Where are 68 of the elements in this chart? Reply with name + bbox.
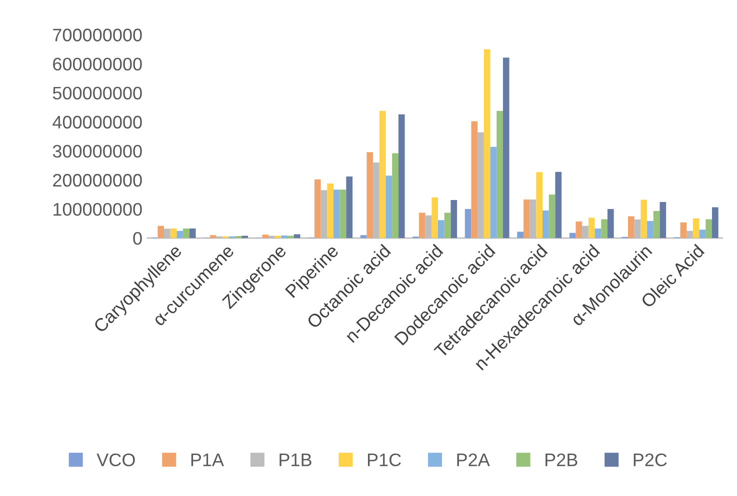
bar — [360, 235, 367, 238]
bar — [490, 146, 497, 238]
y-tick-label: 500000000 — [52, 86, 142, 100]
bar — [699, 230, 706, 238]
bar — [542, 210, 549, 238]
bar — [517, 232, 524, 238]
y-tick-label: 700000000 — [53, 28, 142, 42]
bar — [640, 200, 648, 238]
bar — [432, 197, 438, 238]
bar — [189, 228, 196, 238]
bar — [346, 176, 353, 238]
bar — [502, 58, 510, 238]
bar — [450, 200, 458, 238]
y-tick-label: 0 — [133, 232, 142, 245]
y-tick-label: 200000000 — [53, 174, 142, 187]
bar — [398, 114, 405, 238]
legend-label: P2A — [457, 453, 490, 466]
bar — [628, 216, 634, 238]
bar — [170, 228, 177, 238]
legend-label: P1C — [368, 453, 401, 466]
bar — [653, 211, 660, 238]
bar — [569, 232, 576, 238]
bar — [496, 110, 503, 238]
bar — [536, 172, 543, 238]
bar — [333, 190, 340, 238]
bar — [607, 209, 614, 238]
bar — [576, 222, 582, 238]
bar — [262, 234, 269, 238]
bar — [366, 152, 374, 238]
bar — [692, 218, 700, 238]
bar — [314, 179, 321, 238]
bar — [680, 222, 687, 238]
y-tick-label: 100000000 — [54, 202, 142, 216]
bar — [392, 153, 398, 238]
bar — [601, 219, 608, 238]
bar — [555, 172, 562, 238]
bar — [327, 183, 334, 238]
bar — [158, 226, 164, 238]
y-tick-label: 400000000 — [52, 116, 142, 129]
legend-label: P2B — [546, 453, 578, 466]
bar — [386, 176, 392, 238]
bar — [548, 194, 556, 238]
y-tick-label: 600000000 — [53, 58, 142, 70]
bar — [183, 228, 190, 238]
bar — [340, 190, 346, 238]
legend-label: P1A — [191, 454, 224, 466]
bar — [484, 49, 490, 238]
bar — [379, 110, 386, 238]
bar — [660, 202, 666, 238]
bar — [588, 218, 595, 238]
bar — [294, 234, 300, 238]
bar — [176, 230, 184, 238]
legend-label: P1B — [280, 454, 312, 466]
bar — [712, 207, 718, 238]
bar — [444, 212, 451, 238]
bar — [706, 219, 712, 238]
legend-label: VCO — [96, 453, 135, 466]
bar — [647, 220, 654, 238]
bar — [210, 235, 216, 238]
bar — [471, 121, 478, 238]
legend-label: P2C — [634, 453, 667, 466]
y-tick-label: 300000000 — [52, 144, 142, 158]
bar — [418, 212, 426, 238]
bar — [464, 209, 472, 238]
bar — [523, 199, 530, 238]
bar — [438, 220, 444, 238]
bar — [281, 235, 288, 238]
bar — [594, 228, 602, 238]
